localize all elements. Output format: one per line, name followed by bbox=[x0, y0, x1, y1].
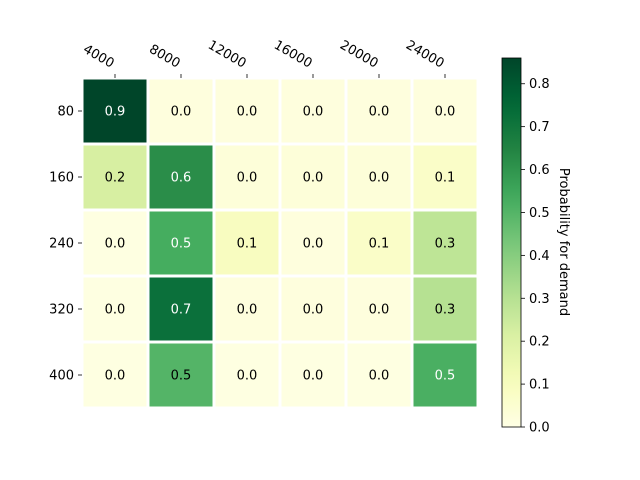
heatmap-cell-r3-c0 bbox=[83, 277, 147, 341]
heatmap-cell-r0-c4 bbox=[347, 79, 411, 143]
heatmap-cell-r4-c3 bbox=[281, 343, 345, 407]
heatmap-cell-r0-c1 bbox=[149, 79, 213, 143]
heatmap-cell-r4-c4 bbox=[347, 343, 411, 407]
heatmap-cell-r2-c5 bbox=[413, 211, 477, 275]
cell-label-r4-c3: 0.0 bbox=[303, 369, 324, 384]
x-tick-label: 4000 bbox=[80, 42, 116, 72]
cell-label-r1-c1: 0.6 bbox=[171, 171, 192, 186]
cell-label-r2-c3: 0.0 bbox=[303, 237, 324, 252]
y-tick-label: 320 bbox=[49, 303, 74, 318]
colorbar-tick-label: 0.1 bbox=[529, 378, 550, 393]
cell-label-r0-c4: 0.0 bbox=[369, 105, 390, 120]
heatmap-cell-r3-c3 bbox=[281, 277, 345, 341]
cell-label-r4-c2: 0.0 bbox=[237, 369, 258, 384]
colorbar-tick-label: 0.7 bbox=[529, 120, 550, 135]
cell-label-r2-c5: 0.3 bbox=[435, 237, 456, 252]
heatmap-cell-r1-c5 bbox=[413, 145, 477, 209]
cell-label-r3-c0: 0.0 bbox=[105, 303, 126, 318]
heatmap-cell-r0-c5 bbox=[413, 79, 477, 143]
colorbar-tick-label: 0.8 bbox=[529, 77, 550, 92]
cell-label-r3-c5: 0.3 bbox=[435, 303, 456, 318]
cell-label-r4-c4: 0.0 bbox=[369, 369, 390, 384]
cell-label-r0-c5: 0.0 bbox=[435, 105, 456, 120]
y-tick-label: 240 bbox=[49, 237, 74, 252]
x-tick-label: 8000 bbox=[146, 42, 182, 72]
heatmap-cell-r1-c0 bbox=[83, 145, 147, 209]
heatmap-cell-r3-c4 bbox=[347, 277, 411, 341]
cell-label-r0-c2: 0.0 bbox=[237, 105, 258, 120]
colorbar-tick-label: 0.2 bbox=[529, 335, 550, 350]
heatmap-cell-r1-c2 bbox=[215, 145, 279, 209]
heatmap-cell-r1-c3 bbox=[281, 145, 345, 209]
cell-label-r3-c1: 0.7 bbox=[171, 303, 192, 318]
cell-label-r4-c1: 0.5 bbox=[171, 369, 192, 384]
heatmap-cell-r3-c1 bbox=[149, 277, 213, 341]
heatmap-cells bbox=[83, 79, 477, 407]
heatmap-cell-r2-c1 bbox=[149, 211, 213, 275]
cell-label-r0-c1: 0.0 bbox=[171, 105, 192, 120]
heatmap-cell-r2-c2 bbox=[215, 211, 279, 275]
heatmap-cell-labels: 0.9 0.0 0.0 0.0 0.0 0.0 0.2 0.6 0.0 0.0 0.0 0.1 0.0 0… bbox=[105, 105, 456, 384]
y-axis-ticks: 80 160 240 320 400 bbox=[49, 105, 82, 384]
cell-label-r2-c1: 0.5 bbox=[171, 237, 192, 252]
heatmap-cell-r2-c3 bbox=[281, 211, 345, 275]
cell-label-r1-c0: 0.2 bbox=[105, 171, 126, 186]
cell-label-r0-c3: 0.0 bbox=[303, 105, 324, 120]
colorbar-gradient bbox=[501, 57, 522, 428]
cell-label-r0-c0: 0.9 bbox=[105, 105, 126, 120]
heatmap-cell-r0-c3 bbox=[281, 79, 345, 143]
heatmap-cell-r4-c5 bbox=[413, 343, 477, 407]
colorbar: 0.0 0.1 0.2 0.3 0.4 0.5 0.6 0.7 0.8 Probability … bbox=[501, 57, 571, 436]
cell-label-r3-c4: 0.0 bbox=[369, 303, 390, 318]
y-tick-label: 160 bbox=[49, 171, 74, 186]
cell-label-r1-c2: 0.0 bbox=[237, 171, 258, 186]
cell-label-r4-c0: 0.0 bbox=[105, 369, 126, 384]
x-tick-label: 24000 bbox=[403, 38, 446, 72]
cell-label-r2-c0: 0.0 bbox=[105, 237, 126, 252]
heatmap-cell-r4-c2 bbox=[215, 343, 279, 407]
colorbar-tick-label: 0.4 bbox=[529, 249, 550, 264]
heatmap-cell-r0-c2 bbox=[215, 79, 279, 143]
colorbar-tick-label: 0.5 bbox=[529, 206, 550, 221]
heatmap-cell-r2-c4 bbox=[347, 211, 411, 275]
x-tick-label: 12000 bbox=[205, 38, 248, 72]
heatmap-cell-r0-c0 bbox=[83, 79, 147, 143]
y-tick-label: 400 bbox=[49, 369, 74, 384]
cell-label-r2-c2: 0.1 bbox=[237, 237, 258, 252]
heatmap-cell-r1-c4 bbox=[347, 145, 411, 209]
colorbar-tick-label: 0.3 bbox=[529, 292, 550, 307]
heatmap-cell-r3-c2 bbox=[215, 277, 279, 341]
cell-label-r2-c4: 0.1 bbox=[369, 237, 390, 252]
colorbar-ticks: 0.0 0.1 0.2 0.3 0.4 0.5 0.6 0.7 0.8 bbox=[521, 77, 550, 436]
x-tick-label: 16000 bbox=[271, 38, 314, 72]
heatmap-cell-r1-c1 bbox=[149, 145, 213, 209]
x-axis-ticks: 4000 8000 12000 16000 20000 24000 bbox=[80, 38, 447, 78]
heatmap-cell-r2-c0 bbox=[83, 211, 147, 275]
cell-label-r1-c4: 0.0 bbox=[369, 171, 390, 186]
cell-label-r3-c3: 0.0 bbox=[303, 303, 324, 318]
heatmap-cell-r4-c0 bbox=[83, 343, 147, 407]
cell-label-r1-c5: 0.1 bbox=[435, 171, 456, 186]
cell-label-r1-c3: 0.0 bbox=[303, 171, 324, 186]
colorbar-tick-label: 0.0 bbox=[529, 421, 550, 436]
colorbar-tick-label: 0.6 bbox=[529, 163, 550, 178]
heatmap-cell-r3-c5 bbox=[413, 277, 477, 341]
cell-label-r3-c2: 0.0 bbox=[237, 303, 258, 318]
x-tick-label: 20000 bbox=[337, 38, 380, 72]
heatmap-cell-r4-c1 bbox=[149, 343, 213, 407]
cell-label-r4-c5: 0.5 bbox=[435, 369, 456, 384]
colorbar-label: Probability for demand bbox=[556, 168, 571, 316]
y-tick-label: 80 bbox=[57, 105, 74, 120]
